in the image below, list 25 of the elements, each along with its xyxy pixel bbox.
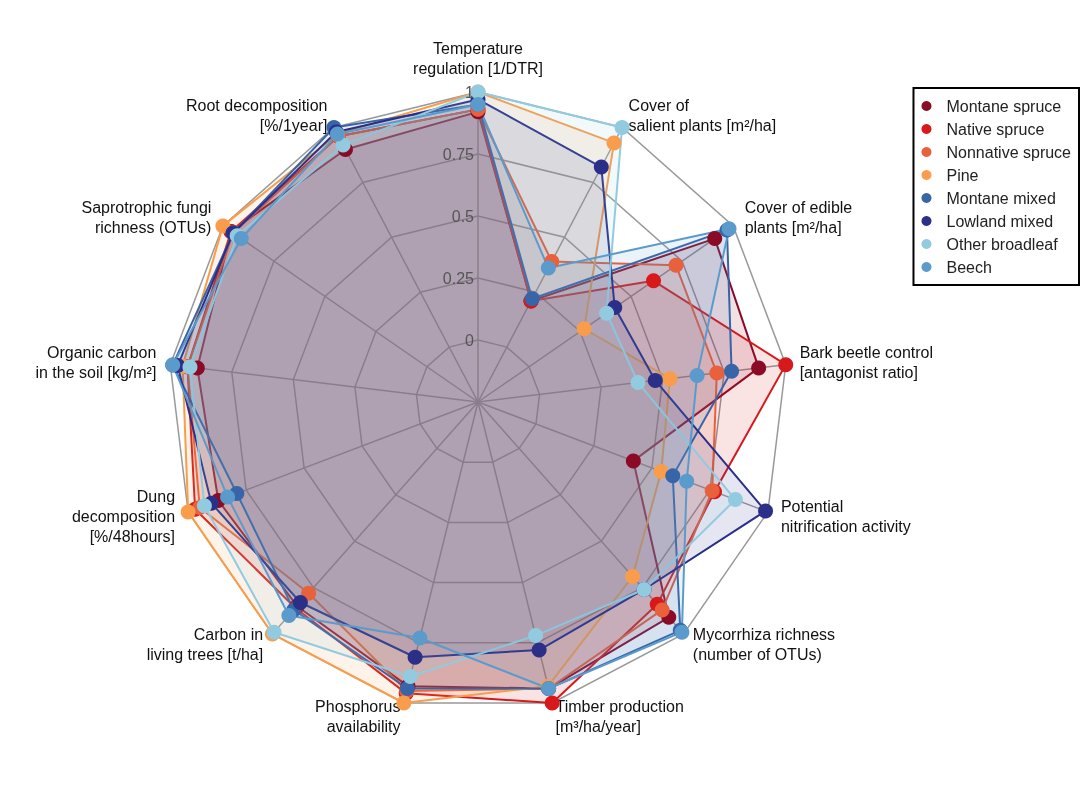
spoke-label: Phosphorus availability (315, 698, 401, 736)
y-tick-label: 0 (465, 331, 475, 349)
y-tick-label: 0.5 (451, 207, 475, 225)
legend-label: Pine (946, 166, 979, 184)
legend-label: Beech (946, 258, 992, 276)
y-tick-label: 0.25 (442, 269, 475, 287)
legend-label: Native spruce (946, 120, 1045, 138)
spoke-label: Root decomposition [%/1year] (186, 96, 328, 134)
spoke-label: Bark beetle control [antagonist ratio] (799, 344, 934, 382)
y-tick-label: 0.75 (442, 145, 475, 163)
legend-label: Montane spruce (946, 97, 1062, 115)
spoke-label: Cover of salient plants [m²/ha] (628, 96, 777, 134)
spoke-label: Timber production [m³/ha/year] (555, 698, 684, 736)
spoke-label: Saprotrophic fungi richness (OTUs) (81, 199, 212, 237)
legend-label: Lowland mixed (946, 212, 1054, 230)
spoke-label: Potential nitrification activity (780, 498, 911, 536)
spoke-label: Dung decomposition [%/48hours] (71, 488, 176, 546)
spoke-label: Mycorrhiza richness (number of OTUs) (692, 626, 836, 664)
spoke-label: Cover of edible plants [m²/ha] (744, 199, 853, 237)
spoke-label: Organic carbon in the soil [kg/m²] (35, 344, 157, 382)
legend-label: Nonnative spruce (946, 143, 1072, 161)
spoke-label: Carbon in living trees [t/ha] (146, 626, 264, 664)
legend-label: Other broadleaf (946, 235, 1059, 253)
legend-label: Montane mixed (946, 189, 1056, 207)
spoke-label: Temperature regulation [1/DTR] (413, 39, 543, 77)
